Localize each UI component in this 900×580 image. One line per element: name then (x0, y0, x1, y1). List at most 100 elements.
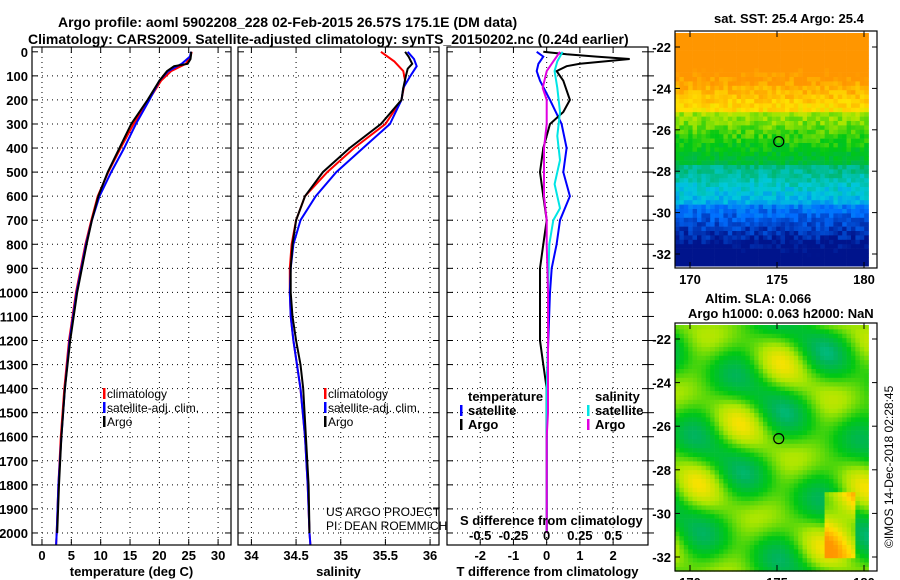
map-pixel (824, 37, 830, 43)
map-pixel (829, 182, 834, 188)
map-pixel (798, 523, 803, 528)
map-pixel (683, 435, 689, 440)
map-pixel (851, 116, 856, 122)
map-pixel (851, 408, 856, 414)
map-pixel (829, 81, 834, 87)
map-pixel (833, 151, 839, 157)
map-pixel (824, 94, 830, 100)
map-pixel (842, 496, 847, 502)
map-pixel (723, 439, 729, 445)
map-pixel (692, 461, 698, 467)
map-pixel (776, 217, 781, 223)
map-pixel (763, 470, 768, 475)
map-pixel (763, 261, 768, 267)
map-pixel (798, 549, 803, 555)
map-pixel (758, 213, 764, 219)
map-pixel (807, 545, 812, 550)
map-pixel (705, 195, 711, 201)
map-pixel (837, 325, 843, 330)
map-pixel (785, 182, 790, 188)
map-pixel (785, 138, 790, 144)
map-pixel (771, 518, 777, 524)
map-pixel (811, 178, 817, 183)
map-pixel (807, 173, 812, 179)
map-pixel (723, 496, 729, 502)
map-pixel (767, 439, 773, 445)
map-pixel (802, 347, 808, 352)
map-pixel (675, 399, 680, 405)
map-pixel (701, 505, 707, 511)
map-pixel (842, 404, 847, 409)
map-pixel (758, 235, 764, 241)
map-pixel (745, 523, 751, 528)
map-pixel (837, 536, 843, 541)
map-pixel (679, 68, 685, 73)
map-pixel (727, 540, 733, 546)
map-pixel (789, 483, 795, 489)
map-pixel (811, 222, 817, 227)
map-pixel (767, 55, 773, 60)
map-pixel (705, 253, 711, 258)
series-line-s-argo (541, 51, 561, 533)
map-pixel (802, 134, 808, 139)
map-pixel (701, 253, 707, 258)
map-pixel (732, 501, 737, 506)
map-pixel (837, 540, 843, 546)
map-pixel (763, 178, 768, 183)
map-pixel (785, 261, 790, 267)
map-pixel (741, 501, 746, 506)
map-pixel (802, 239, 808, 245)
map-pixel (855, 173, 861, 179)
map-pixel (688, 408, 693, 414)
map-pixel (793, 156, 799, 161)
map-pixel (679, 479, 685, 484)
map-pixel (837, 187, 843, 192)
map-pixel (692, 487, 698, 493)
map-pixel (829, 474, 834, 480)
map-pixel (842, 355, 847, 361)
map-pixel (705, 509, 711, 515)
map-pixel (710, 549, 715, 555)
map-pixel (723, 421, 729, 427)
map-pixel (815, 430, 821, 436)
map-pixel (683, 479, 689, 484)
map-pixel (829, 413, 834, 418)
map-pixel (736, 72, 742, 78)
map-pixel (837, 112, 843, 117)
map-pixel (710, 107, 715, 113)
map-pixel (679, 443, 685, 449)
map-pixel (851, 112, 856, 117)
map-pixel (767, 465, 773, 471)
map-pixel (741, 129, 746, 135)
map-pixel (846, 235, 852, 241)
map-pixel (785, 408, 790, 414)
map-pixel (776, 103, 781, 109)
map-pixel (855, 121, 861, 126)
map-pixel (785, 55, 790, 60)
map-pixel (675, 213, 680, 219)
map-pixel (811, 452, 817, 458)
map-pixel (723, 99, 729, 104)
map-pixel (789, 129, 795, 135)
map-pixel (732, 549, 737, 555)
map-pixel (710, 138, 715, 144)
map-pixel (767, 112, 773, 117)
map-pixel (789, 231, 795, 236)
map-pixel (763, 116, 768, 122)
map-pixel (837, 479, 843, 484)
map-pixel (833, 364, 839, 370)
map-pixel (679, 116, 685, 122)
map-pixel (705, 178, 711, 183)
map-pixel (785, 248, 790, 254)
map-pixel (736, 147, 742, 153)
map-pixel (815, 169, 821, 175)
map-pixel (758, 360, 764, 365)
map-pixel (771, 395, 777, 401)
map-pixel (820, 369, 825, 374)
map-pixel (736, 209, 742, 214)
map-pixel (785, 399, 790, 405)
map-pixel (688, 68, 693, 73)
map-pixel (802, 182, 808, 188)
map-pixel (859, 452, 865, 458)
map-pixel (697, 213, 702, 219)
